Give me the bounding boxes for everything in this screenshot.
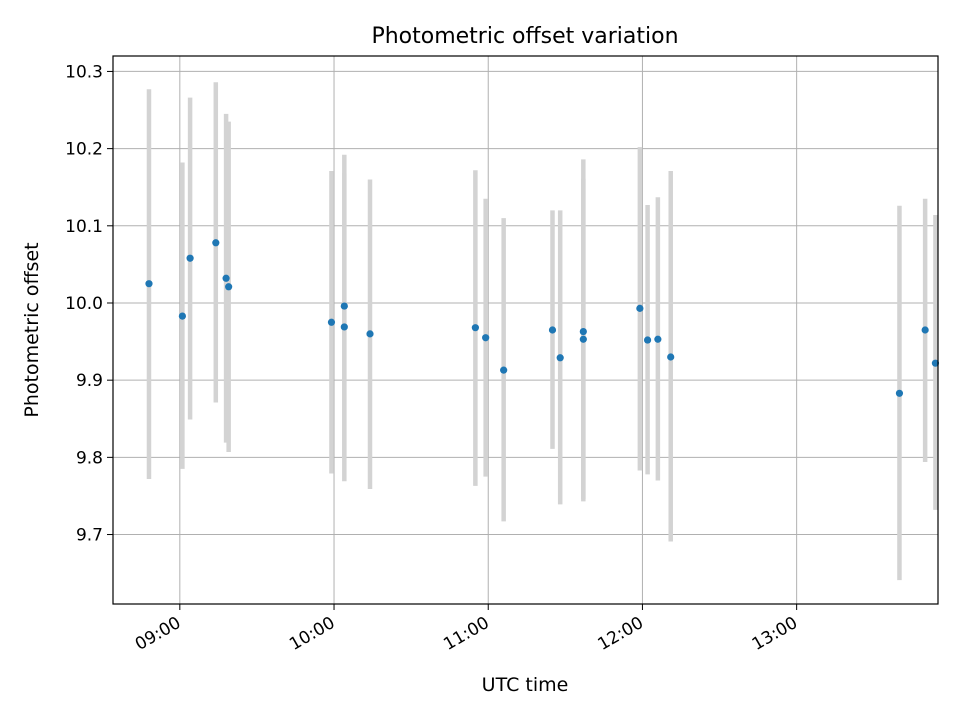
data-point (212, 239, 220, 247)
plot-frame (112, 55, 939, 605)
data-point (145, 280, 153, 288)
y-tick-label: 9.8 (76, 448, 103, 468)
data-point (225, 283, 233, 291)
data-point (471, 324, 479, 332)
data-point (921, 326, 929, 334)
data-point (327, 318, 336, 326)
chart-title: Photometric offset variation (371, 24, 678, 49)
data-point (340, 323, 348, 331)
data-point (579, 335, 587, 343)
data-point (556, 354, 564, 362)
data-point (654, 335, 662, 343)
y-tick-label: 9.7 (76, 526, 103, 546)
data-point (178, 312, 186, 320)
data-point (579, 327, 587, 336)
data-point (500, 366, 508, 374)
y-axis-label: Photometric offset (21, 242, 43, 417)
grid-lines (113, 56, 938, 604)
y-tick-label: 10.1 (65, 217, 103, 237)
y-tick-label: 10.0 (65, 294, 103, 314)
data-point (667, 353, 675, 361)
data-point (482, 334, 490, 342)
y-tick-label: 10.3 (65, 62, 103, 82)
data-point (895, 389, 904, 397)
data-point (643, 336, 652, 344)
data-point (340, 302, 348, 310)
y-tick-label: 9.9 (76, 371, 103, 391)
data-point (636, 304, 644, 312)
data-point (366, 330, 374, 338)
data-point (222, 274, 230, 282)
data-point (548, 326, 557, 334)
data-point (186, 254, 194, 262)
x-axis-label: UTC time (482, 674, 569, 696)
y-axis-ticks: 9.7 9.8 9.9 10.0 10.1 10.2 10.3 (65, 62, 113, 546)
y-tick-label: 10.2 (65, 140, 103, 160)
data-point (931, 359, 940, 367)
data-points (145, 239, 940, 397)
